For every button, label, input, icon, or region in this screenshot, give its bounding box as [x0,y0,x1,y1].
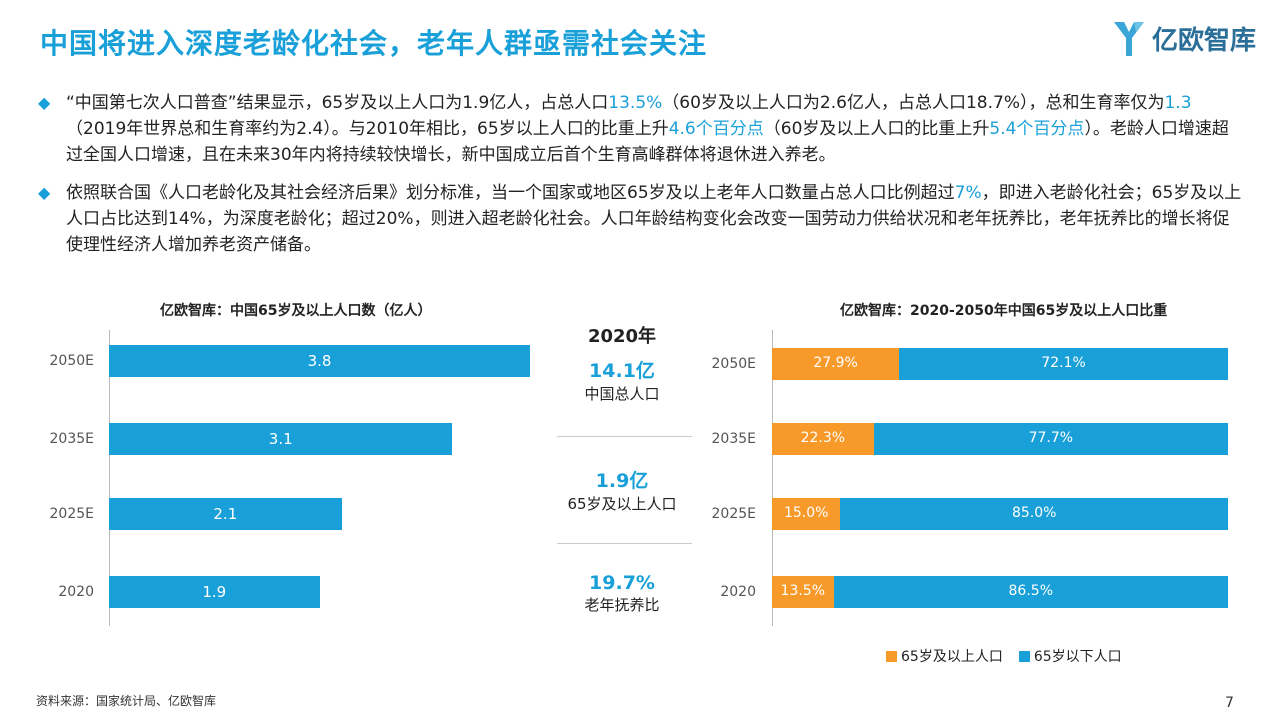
bar-segment [840,498,1228,530]
paragraph-1: ◆ “中国第七次人口普查”结果显示，65岁及以上人口为1.9亿人，占总人口13.… [38,90,1243,168]
diamond-icon: ◆ [38,93,51,112]
y-tick-label: 2020 [58,584,94,600]
data-label: 85.0% [1011,505,1057,521]
left-chart-title: 亿欧智库：中国65岁及以上人口数（亿人） [160,303,432,319]
para1-text-2: （60岁及以上人口为2.6亿人，占总人口18.7%），总和生育率仅为 [662,93,1165,113]
bar [109,498,342,530]
bar-segment [833,576,1228,608]
y-axis [109,330,110,626]
legend-swatch-nonelderly [1018,650,1030,662]
para1-highlight-4: 5.4个百分点 [989,119,1085,139]
bar-segment [873,423,1228,455]
source-note: 资料来源：国家统计局、亿欧智库 [36,694,217,708]
y-tick-label: 2020 [720,584,756,600]
data-label: 72.1% [1041,355,1086,371]
para1-text-3: （2019年世界总和生育率约为2.4）。与2010年相比，65岁以上人口的比重上… [66,119,669,139]
diamond-icon: ◆ [38,183,51,202]
data-label: 3.8 [307,352,332,370]
logo: 亿欧智库 [1112,18,1256,58]
paragraph-2: ◆ 依照联合国《人口老龄化及其社会经济后果》划分标准，当一个国家或地区65岁及以… [38,180,1243,258]
para1-text-5: ）。老龄人口增速超过全国人口增速，且在未来30年内将持续较快增长，新中国成立后首… [66,119,1229,165]
y-tick-label: 2025E [49,506,94,522]
para1-text-4: （60岁及以上人口的比重上升 [763,119,990,139]
divider [557,543,692,544]
page-number: 7 [1225,695,1234,711]
para1-highlight-2: 1.3 [1164,93,1192,113]
logo-text: 亿欧智库 [1152,25,1257,56]
bar-segment [899,348,1228,380]
bar [109,423,453,455]
data-label: 86.5% [1008,583,1053,599]
stat-label: 65岁及以上人口 [567,495,677,513]
logo-mark-icon [1114,22,1144,56]
legend-label-elderly: 65岁及以上人口 [901,649,1003,665]
para2-text-2: ，即进入老龄化社会；65岁及以上人口占比达到14%，为深度老龄化；超过20%，则… [66,183,1242,255]
legend-label-nonelderly: 65岁以下人口 [1033,649,1122,665]
bar-segment [772,576,834,608]
para1-highlight-1: 13.5% [608,93,663,113]
bar-segment [772,348,900,380]
data-label: 77.7% [1028,430,1074,446]
data-label: 1.9 [202,583,227,601]
y-tick-label: 2025E [711,506,756,522]
bar-segment [772,423,874,455]
stat-elderly-population: 1.9亿 65岁及以上人口 [542,466,702,514]
data-label: 3.1 [268,430,293,448]
y-tick-label: 2035E [49,431,94,447]
stat-label: 老年抚养比 [584,596,660,614]
para1-text-1: “中国第七次人口普查”结果显示，65岁及以上人口为1.9亿人，占总人口 [66,93,609,113]
stats-year: 2020年 [587,326,657,347]
bar [109,576,320,608]
bar [109,345,530,377]
y-tick-label: 2035E [711,431,756,447]
data-label: 2.1 [213,505,238,523]
para1-highlight-3: 4.6个百分点 [668,119,764,139]
bar-segment [772,498,841,530]
data-label: 27.9% [813,355,858,371]
y-axis [772,330,773,626]
divider [557,436,692,437]
para2-text-1: 依照联合国《人口老龄化及其社会经济后果》划分标准，当一个国家或地区65岁及以上老… [66,183,955,203]
legend-swatch-elderly [886,650,897,662]
right-chart-title: 亿欧智库：2020-2050年中国65岁及以上人口比重 [840,303,1168,319]
stat-label: 中国总人口 [584,385,660,403]
middle-year: 2020年 [542,322,702,348]
para2-highlight-1: 7% [954,183,982,203]
data-label: 13.5% [780,583,826,599]
legend: 65岁及以上人口 65岁以下人口 [886,646,1122,666]
stat-total-population: 14.1亿 中国总人口 [542,356,702,404]
data-label: 15.0% [783,505,829,521]
data-label: 22.3% [800,430,846,446]
y-tick-label: 2050E [711,356,756,372]
y-tick-label: 2050E [49,353,94,369]
stat-value: 1.9亿 [595,470,649,492]
stat-value: 19.7% [589,572,655,594]
page-title: 中国将进入深度老龄化社会，老年人群亟需社会关注 [40,27,708,60]
stat-dependency-ratio: 19.7% 老年抚养比 [542,572,702,615]
stat-value: 14.1亿 [589,360,655,382]
